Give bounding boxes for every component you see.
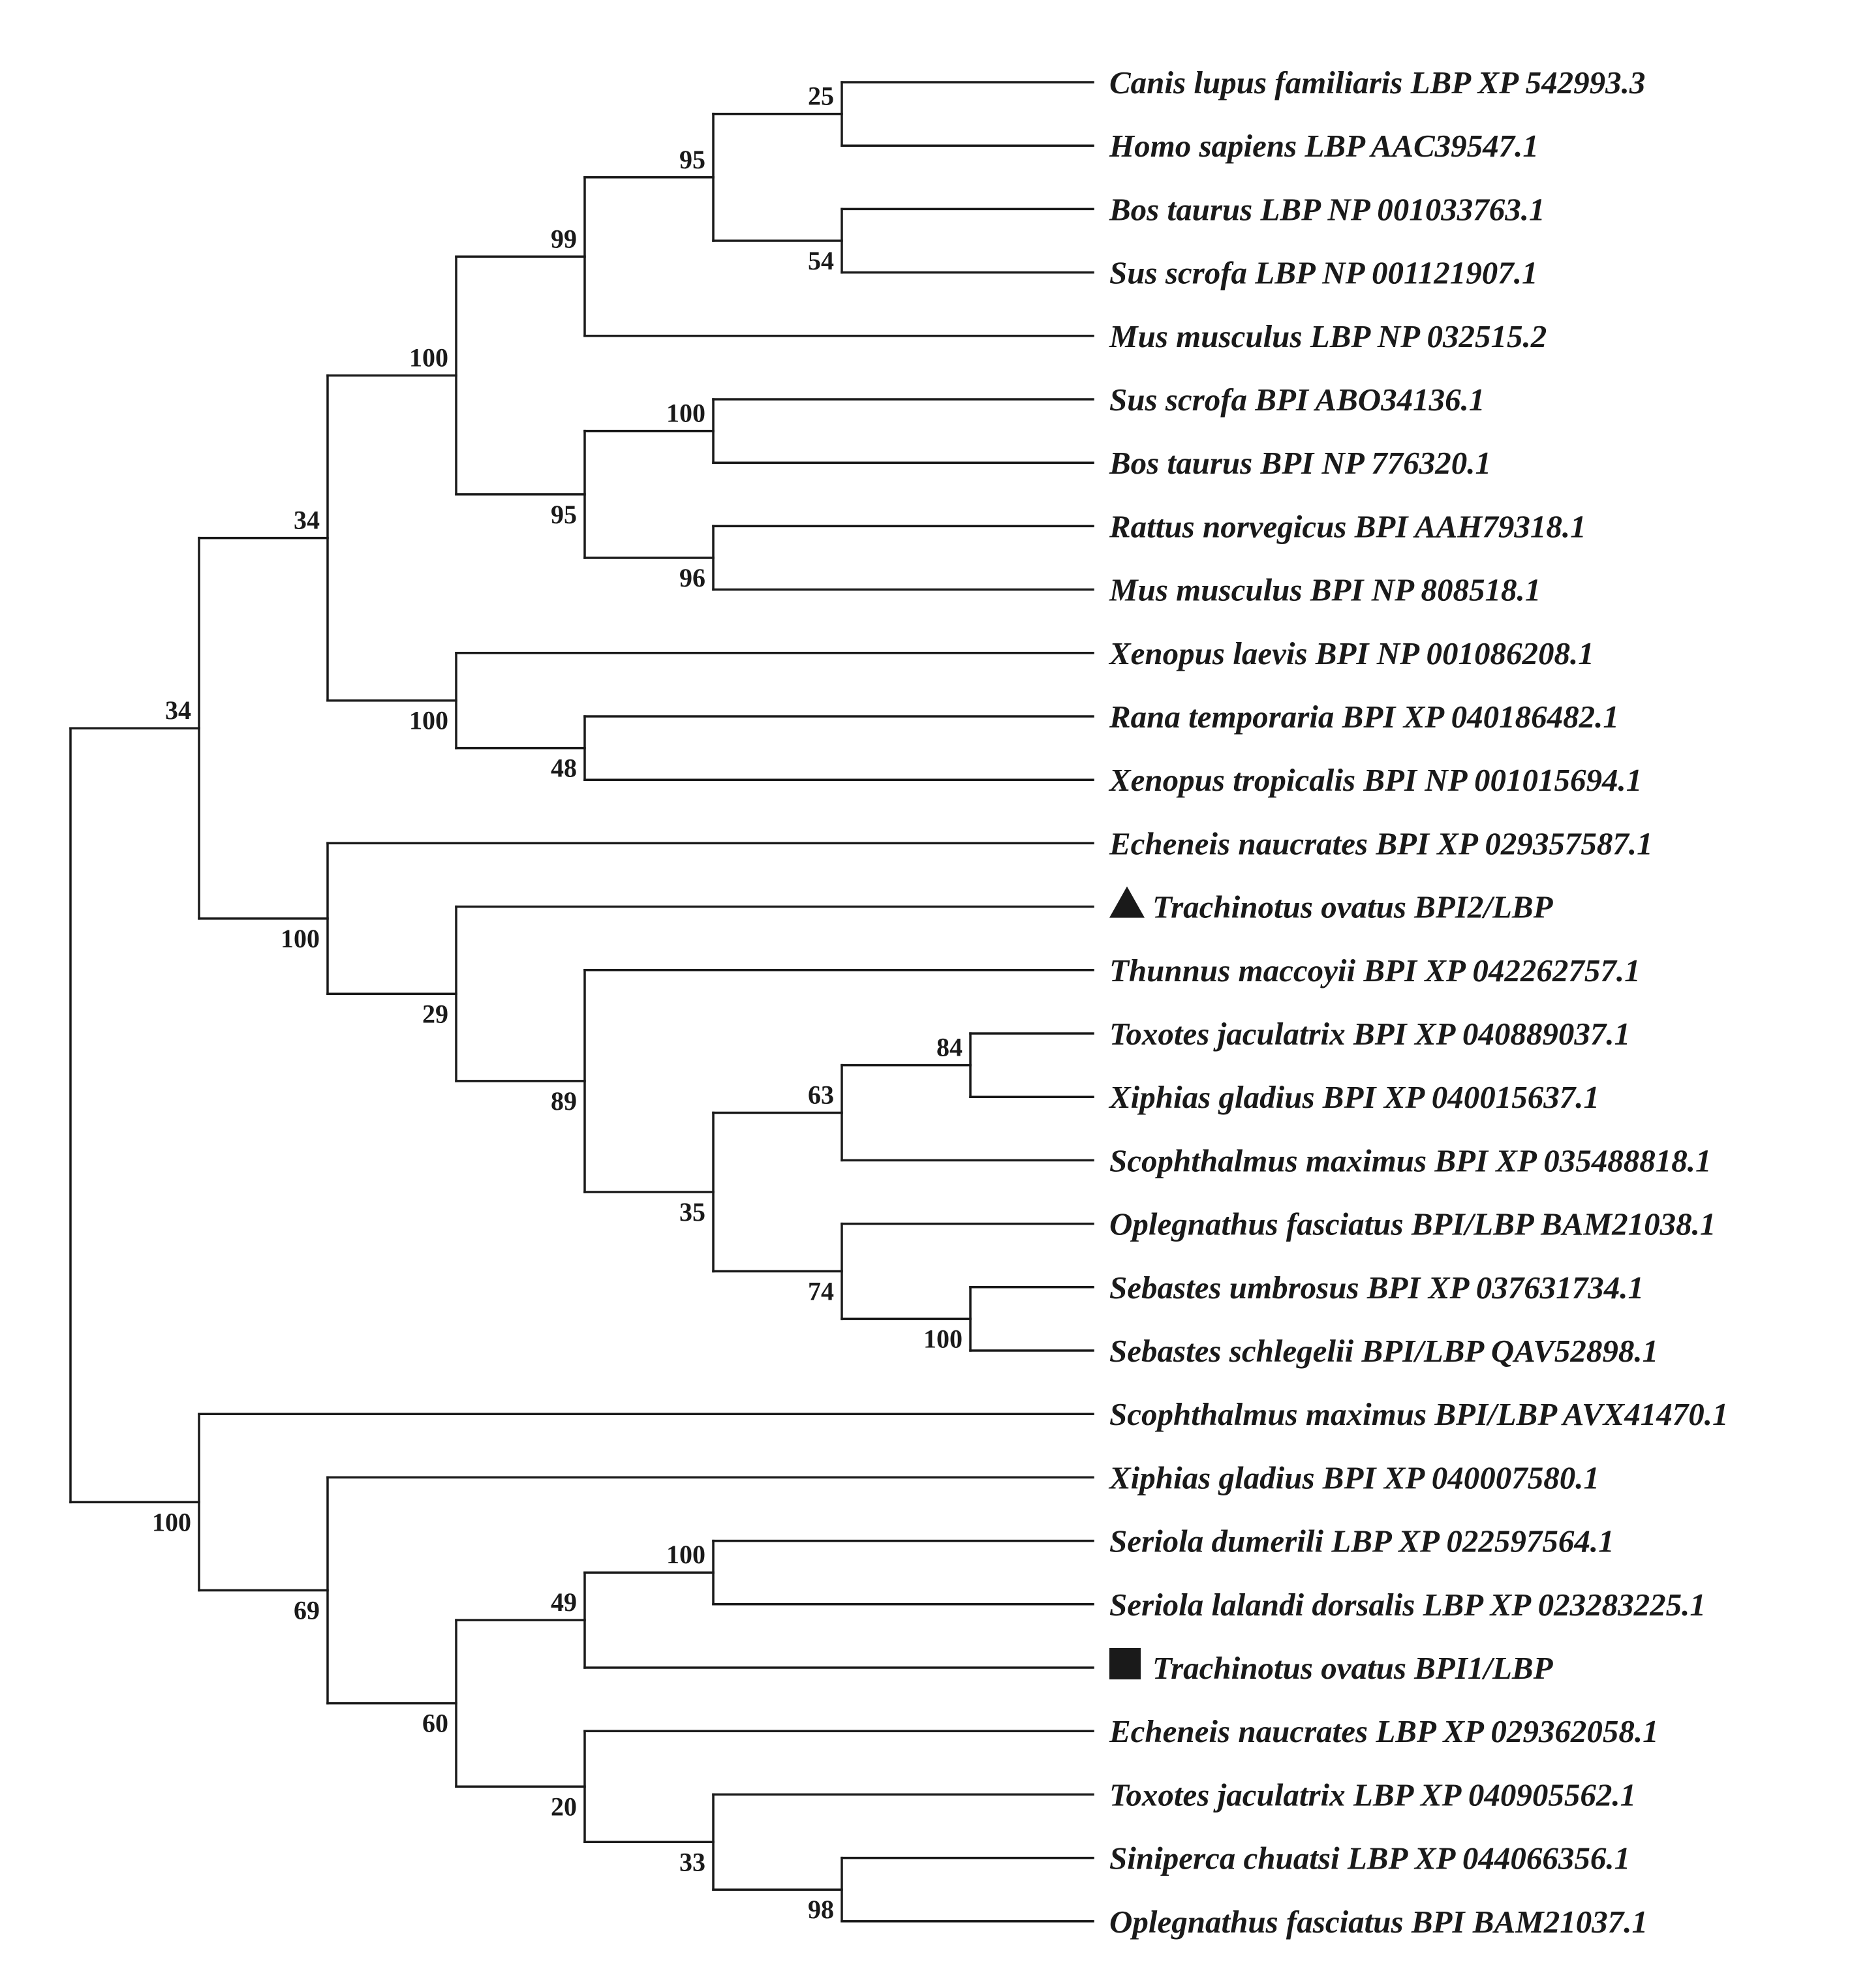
bootstrap-value: 60: [422, 1709, 448, 1738]
taxon-label: Toxotes jaculatrix BPI XP 040889037.1: [1109, 1016, 1630, 1052]
taxon-label: Sebastes umbrosus BPI XP 037631734.1: [1109, 1270, 1644, 1306]
taxon-labels: Canis lupus familiaris LBP XP 542993.3 Ho…: [1108, 65, 1728, 1940]
taxon-label: Seriola dumerili LBP XP 022597564.1: [1109, 1523, 1614, 1559]
bootstrap-value: 25: [808, 82, 834, 111]
taxon-label: Canis lupus familiaris LBP XP 542993.3: [1109, 65, 1645, 100]
bootstrap-value: 20: [551, 1792, 577, 1821]
bootstrap-value: 49: [551, 1587, 577, 1617]
taxon-label: Siniperca chuatsi LBP XP 044066356.1: [1109, 1841, 1630, 1876]
taxon-label: Sus scrofa BPI ABO34136.1: [1109, 382, 1485, 418]
taxon-label: Sebastes schlegelii BPI/LBP QAV52898.1: [1109, 1333, 1658, 1369]
bootstrap-value: 33: [679, 1847, 705, 1876]
taxon-label: Echeneis naucrates LBP XP 029362058.1: [1109, 1713, 1659, 1749]
taxon-label: Trachinotus ovatus BPI2/LBP: [1152, 889, 1554, 925]
taxon-label: Xiphias gladius BPI XP 040015637.1: [1108, 1079, 1599, 1115]
taxon-label: Trachinotus ovatus BPI1/LBP: [1152, 1650, 1554, 1686]
taxon-label: Mus musculus BPI NP 808518.1: [1109, 572, 1541, 608]
bootstrap-value: 100: [409, 706, 448, 735]
taxon-label: Bos taurus BPI NP 776320.1: [1109, 445, 1491, 481]
bootstrap-value: 95: [551, 500, 577, 529]
taxon-label: Xenopus tropicalis BPI NP 001015694.1: [1108, 762, 1642, 798]
taxon-label: Thunnus maccoyii BPI XP 042262757.1: [1109, 953, 1641, 988]
bootstrap-value: 54: [808, 246, 834, 275]
bootstrap-value: 89: [551, 1086, 577, 1116]
bootstrap-value: 35: [679, 1197, 705, 1227]
taxon-label: Oplegnathus fasciatus BPI BAM21037.1: [1109, 1904, 1648, 1940]
taxon-label: Sus scrofa LBP NP 001121907.1: [1109, 255, 1538, 291]
bootstrap-value: 100: [666, 399, 705, 428]
bootstrap-value: 100: [923, 1324, 963, 1353]
taxon-label: Scophthalmus maximus BPI/LBP AVX41470.1: [1109, 1396, 1728, 1432]
bootstrap-value: 34: [165, 696, 191, 725]
bootstrap-value: 100: [409, 343, 448, 373]
taxon-label: Seriola lalandi dorsalis LBP XP 02328322…: [1109, 1587, 1706, 1623]
taxon-label: Mus musculus LBP NP 032515.2: [1109, 318, 1547, 354]
taxon-label: Xenopus laevis BPI NP 001086208.1: [1108, 635, 1594, 671]
taxon-label: Toxotes jaculatrix LBP XP 040905562.1: [1109, 1777, 1636, 1812]
taxon-label: Scophthalmus maximus BPI XP 035488818.1: [1109, 1142, 1712, 1178]
bootstrap-value: 100: [152, 1507, 191, 1537]
taxon-label: Echeneis naucrates BPI XP 029357587.1: [1109, 825, 1653, 861]
triangle-marker-icon: [1109, 886, 1145, 918]
bootstrap-value: 99: [551, 224, 577, 253]
taxon-label: Oplegnathus fasciatus BPI/LBP BAM21038.1: [1109, 1206, 1716, 1242]
bootstrap-values: 34 34 100 99 95 25 54 95 100 96 100 48 100 29 89 35 63 84…: [152, 82, 963, 1925]
bootstrap-value: 69: [294, 1596, 320, 1625]
bootstrap-value: 74: [808, 1277, 834, 1306]
bootstrap-value: 96: [679, 563, 705, 592]
bootstrap-value: 100: [666, 1540, 705, 1569]
bootstrap-value: 48: [551, 754, 577, 783]
taxon-label: Rana temporaria BPI XP 040186482.1: [1109, 699, 1619, 735]
bootstrap-value: 100: [281, 924, 320, 953]
bootstrap-value: 98: [808, 1895, 834, 1924]
bootstrap-value: 29: [422, 999, 448, 1028]
bootstrap-value: 34: [294, 506, 320, 535]
taxon-label: Rattus norvegicus BPI AAH79318.1: [1109, 508, 1586, 544]
bootstrap-value: 84: [936, 1033, 963, 1062]
taxon-label: Bos taurus LBP NP 001033763.1: [1109, 191, 1545, 227]
taxon-label: Xiphias gladius BPI XP 040007580.1: [1108, 1460, 1599, 1495]
tree-branches: [69, 81, 1094, 1923]
bootstrap-value: 95: [679, 145, 705, 174]
taxon-label: Homo sapiens LBP AAC39547.1: [1109, 128, 1539, 164]
square-marker-icon: [1109, 1648, 1141, 1679]
bootstrap-value: 63: [808, 1080, 834, 1110]
